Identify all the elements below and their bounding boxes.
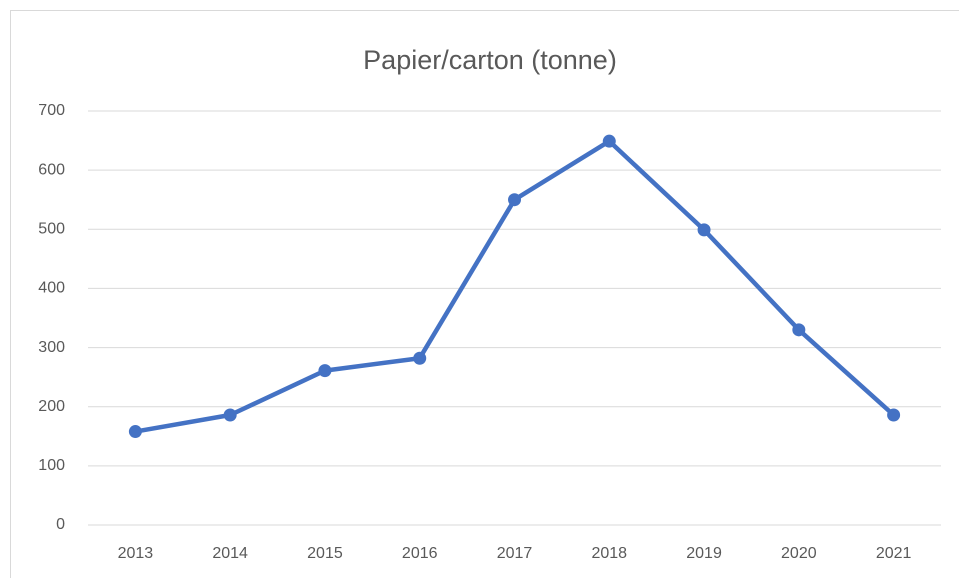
x-tick-label: 2018 [591,545,627,562]
x-tick-label: 2019 [686,545,722,562]
y-tick-label: 700 [38,102,65,119]
x-tick-label: 2017 [497,545,533,562]
y-tick-label: 300 [38,339,65,356]
y-tick-label: 400 [38,280,65,297]
y-tick-label: 0 [56,516,65,533]
data-point [697,223,711,237]
data-point [602,134,616,148]
x-tick-label: 2015 [307,545,343,562]
data-point [223,408,237,422]
data-point [413,351,427,365]
y-tick-label: 500 [38,221,65,238]
x-tick-label: 2014 [212,545,248,562]
data-point [792,323,806,337]
data-point [887,408,901,422]
x-tick-label: 2016 [402,545,438,562]
data-point [508,193,521,207]
x-tick-label: 2013 [118,545,154,562]
chart-border [10,10,959,578]
y-tick-label: 200 [38,398,65,415]
data-point [128,425,142,439]
data-point [318,364,332,378]
chart-title: Papier/carton (tonne) [363,45,617,75]
y-tick-label: 100 [38,457,65,474]
x-tick-label: 2021 [876,545,912,562]
y-tick-label: 600 [38,161,65,178]
x-tick-label: 2020 [781,545,817,562]
